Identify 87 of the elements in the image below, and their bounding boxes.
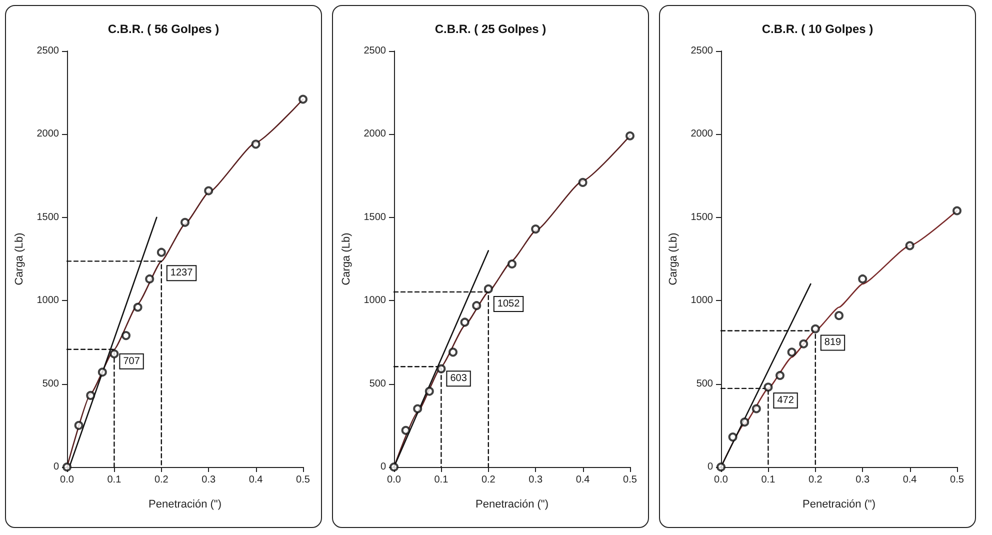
x-tick-label: 0.5 <box>623 474 638 486</box>
point <box>752 404 761 414</box>
x-tick-label: 0.4 <box>902 474 918 486</box>
point <box>764 382 773 392</box>
point <box>858 274 868 284</box>
chart-title: C.B.R. ( 25 Golpes ) <box>434 22 546 36</box>
y-tick-label: 1500 <box>690 212 714 223</box>
chart-title: C.B.R. ( 56 Golpes ) <box>108 22 220 36</box>
point <box>298 94 308 104</box>
point <box>436 364 446 374</box>
point <box>740 418 750 427</box>
point <box>531 224 540 234</box>
point <box>484 284 493 294</box>
y-tick-label: 2500 <box>36 46 60 56</box>
y-tick-label: 500 <box>696 378 714 390</box>
y-tick-label: 500 <box>369 378 386 390</box>
x-tick-label: 0.5 <box>296 474 310 486</box>
point <box>472 301 482 310</box>
x-tick-label: 0.5 <box>950 474 964 486</box>
point <box>787 348 796 357</box>
point <box>834 311 844 320</box>
x-tick-label: 0.0 <box>60 474 74 486</box>
y-tick-label: 1000 <box>364 295 386 306</box>
point <box>728 432 738 442</box>
x-axis-title: Penetración (") <box>476 498 548 510</box>
y-tick-label: 1500 <box>36 212 60 223</box>
point <box>776 370 784 380</box>
y-tick-label: 1000 <box>36 295 60 306</box>
data-label: 1237 <box>170 268 194 279</box>
point <box>251 140 260 149</box>
y-axis-title: Carga (Lb) <box>340 232 352 286</box>
y-tick-label: 2500 <box>690 46 714 56</box>
chart-title: C.B.R. ( 10 Golpes ) <box>762 22 874 36</box>
point <box>799 339 808 348</box>
point <box>156 248 166 257</box>
point <box>413 404 422 414</box>
x-tick-label: 0.1 <box>761 474 776 486</box>
point <box>810 324 820 334</box>
y-tick-label: 500 <box>42 378 60 390</box>
y-tick-label: 2500 <box>364 46 386 56</box>
x-tick-label: 0.3 <box>528 474 543 486</box>
y-tick-label: 0 <box>53 462 60 472</box>
point <box>905 241 914 250</box>
point <box>424 386 434 396</box>
point <box>110 349 119 358</box>
point <box>133 302 142 312</box>
data-label: 819 <box>824 337 842 348</box>
x-tick-label: 0.0 <box>714 474 728 486</box>
point <box>401 426 410 435</box>
point <box>122 331 130 340</box>
y-tick-label: 0 <box>380 462 386 472</box>
y-tick-label: 1000 <box>690 295 714 306</box>
y-tick-label: 2000 <box>690 128 714 140</box>
y-axis-title: Carga (Lb) <box>668 232 680 286</box>
y-tick-label: 0 <box>707 462 714 472</box>
x-tick-label: 0.2 <box>154 474 169 486</box>
x-axis-title: Penetración (") <box>802 498 876 510</box>
data-label: 472 <box>777 394 794 406</box>
point <box>578 178 588 187</box>
point <box>145 274 154 284</box>
x-tick-label: 0.1 <box>107 474 122 486</box>
point <box>86 390 96 400</box>
point <box>180 218 190 227</box>
y-axis-title: Carga (Lb) <box>14 232 26 286</box>
point <box>460 318 470 327</box>
y-tick-label: 2000 <box>364 128 386 140</box>
data-label: 707 <box>123 356 140 367</box>
point <box>74 420 84 430</box>
x-tick-label: 0.2 <box>808 474 823 486</box>
point <box>508 259 516 268</box>
x-axis-title: Penetración (") <box>148 498 222 510</box>
x-tick-label: 0.4 <box>248 474 264 486</box>
x-tick-label: 0.3 <box>202 474 216 486</box>
point <box>952 206 962 216</box>
x-tick-label: 0.4 <box>576 474 590 486</box>
point <box>626 131 634 140</box>
data-label: 603 <box>450 373 468 384</box>
point <box>448 348 458 357</box>
y-tick-label: 1500 <box>364 212 386 223</box>
point <box>98 368 107 377</box>
point <box>204 186 214 196</box>
x-tick-label: 0.1 <box>434 474 449 486</box>
x-tick-label: 0.3 <box>856 474 870 486</box>
y-tick-label: 2000 <box>36 128 60 140</box>
data-label: 1052 <box>497 298 520 310</box>
x-tick-label: 0.2 <box>481 474 496 486</box>
x-tick-label: 0.0 <box>387 474 402 486</box>
